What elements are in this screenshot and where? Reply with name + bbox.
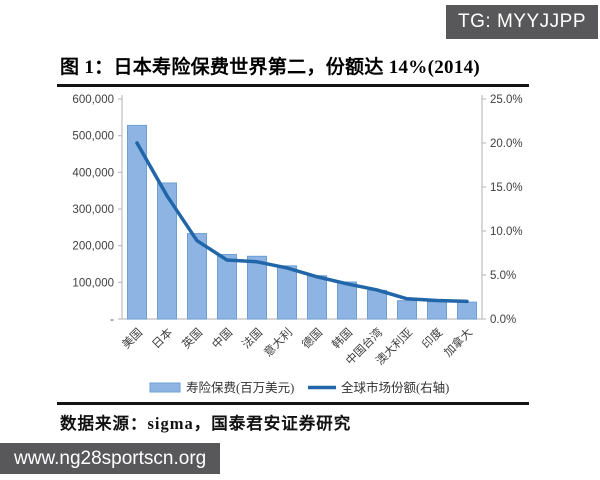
bar	[427, 301, 447, 320]
bar	[337, 281, 357, 320]
left-axis-tick-label: 400,000	[72, 167, 114, 179]
x-axis-label: 英国	[179, 325, 205, 351]
left-axis-tick-label: 200,000	[72, 241, 114, 253]
title-underline	[57, 84, 529, 87]
share-line	[135, 141, 469, 304]
x-axis-label: 印度	[419, 325, 446, 352]
x-axis-label: 法国	[239, 325, 265, 351]
legend-bar-label: 寿险保费(百万美元)	[186, 380, 294, 395]
bar	[367, 289, 387, 320]
x-axis-label: 日本	[149, 325, 176, 352]
legend-bar-swatch	[149, 382, 181, 393]
site-watermark: www.ng28sportscn.org	[0, 443, 221, 474]
bar	[187, 233, 207, 320]
right-axis-tick-label: 0.0%	[490, 314, 516, 326]
x-axis-label: 德国	[299, 325, 325, 351]
x-axis-label: 意大利	[261, 325, 295, 359]
left-axis-tick-label: 500,000	[72, 131, 114, 143]
bar	[157, 182, 177, 320]
right-axis-tick-label: 5.0%	[490, 270, 516, 282]
site-watermark-text: www.ng28sportscn.org	[14, 447, 207, 469]
data-source: 数据来源：sigma，国泰君安证券研究	[60, 414, 352, 433]
bar	[217, 253, 237, 320]
figure-title: 图 1：日本寿险保费世界第二，份额达 14%(2014)	[60, 57, 481, 78]
left-axis-tick-label: 300,000	[72, 204, 114, 216]
left-axis-tick-label: 600,000	[72, 94, 114, 106]
bar	[397, 300, 417, 320]
legend-line-label: 全球市场份额(右轴)	[341, 380, 449, 395]
x-axis-label: 韩国	[329, 325, 355, 351]
figure-bottom-rule	[57, 402, 529, 405]
telegram-watermark-text: TG: MYYJJPP	[458, 11, 586, 32]
left-axis-tick-label: -	[110, 314, 114, 326]
right-axis-tick-label: 10.0%	[490, 226, 523, 238]
bar	[307, 275, 327, 320]
left-axis-tick-label: 100,000	[72, 277, 114, 289]
bar	[127, 124, 147, 320]
bar	[277, 265, 297, 320]
combo-chart: 600,000 500,000 400,000 300,000 200,000 100,0…	[72, 94, 523, 395]
right-axis-tick-label: 15.0%	[490, 182, 523, 194]
x-axis-label: 美国	[119, 325, 145, 351]
x-axis-label: 中国	[210, 326, 235, 351]
right-axis-tick-label: 25.0%	[490, 94, 523, 106]
right-axis-tick-label: 20.0%	[490, 138, 523, 150]
telegram-watermark-badge: TG: MYYJJPP	[446, 5, 598, 39]
bar	[247, 255, 267, 320]
x-axis-label: 加拿大	[441, 325, 476, 360]
bar	[457, 301, 477, 320]
